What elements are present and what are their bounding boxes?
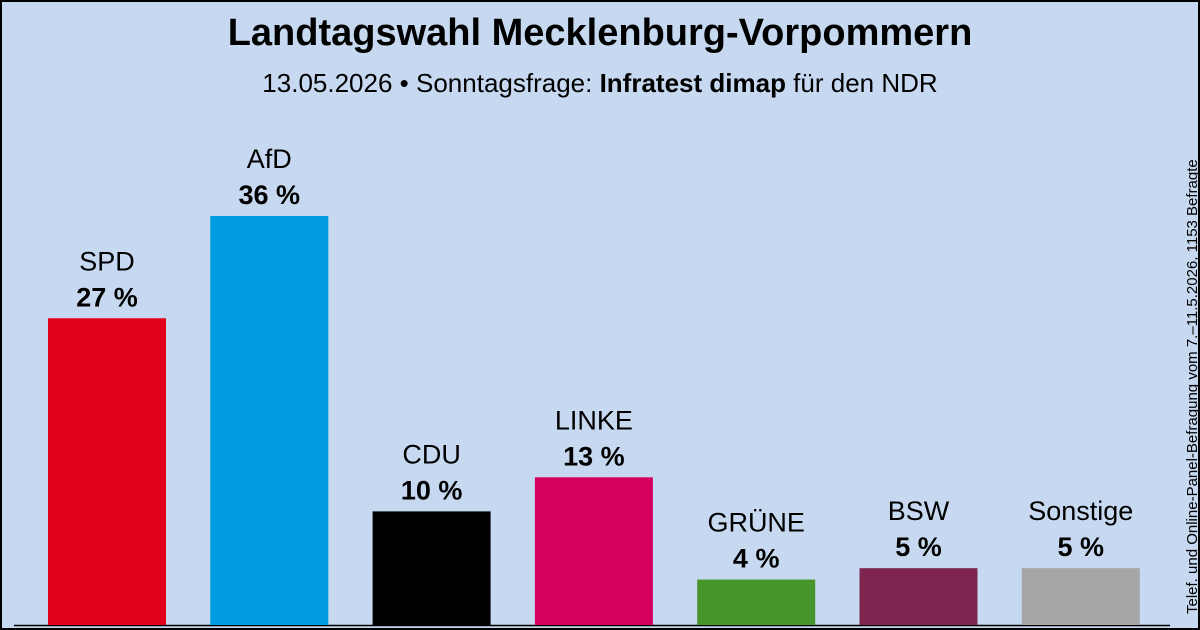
party-label-bsw: BSW [888, 496, 950, 526]
party-label-grüne: GRÜNE [707, 508, 805, 538]
value-label-spd: 27 % [76, 282, 138, 312]
survey-question: Sonntagsfrage: [416, 68, 600, 98]
survey-client: für den NDR [785, 68, 938, 98]
bar-grüne [697, 579, 816, 625]
bar-linke [534, 477, 653, 625]
party-label-sonstige: Sonstige [1028, 496, 1133, 526]
bar-cdu [372, 511, 491, 625]
value-label-grüne: 4 % [733, 544, 780, 574]
party-label-linke: LINKE [555, 405, 633, 435]
survey-date: 13.05.2026 [262, 68, 393, 98]
value-label-sonstige: 5 % [1058, 532, 1105, 562]
chart-subtitle: 13.05.2026 • Sonntagsfrage: Infratest di… [0, 68, 1200, 99]
party-label-spd: SPD [79, 246, 135, 276]
bar-afd [210, 216, 329, 625]
chart-title: Landtagswahl Mecklenburg-Vorpommern [227, 12, 973, 54]
party-label-cdu: CDU [402, 439, 461, 469]
value-label-afd: 36 % [239, 180, 301, 210]
bar-sonstige [1021, 568, 1140, 625]
value-label-cdu: 10 % [401, 475, 463, 505]
party-label-afd: AfD [247, 144, 292, 174]
subtitle-separator: • [392, 68, 416, 98]
bar-bsw [859, 568, 978, 625]
value-label-bsw: 5 % [895, 532, 942, 562]
bar-spd [48, 318, 166, 625]
value-label-linke: 13 % [563, 441, 625, 471]
survey-institute: Infratest dimap [599, 68, 786, 98]
